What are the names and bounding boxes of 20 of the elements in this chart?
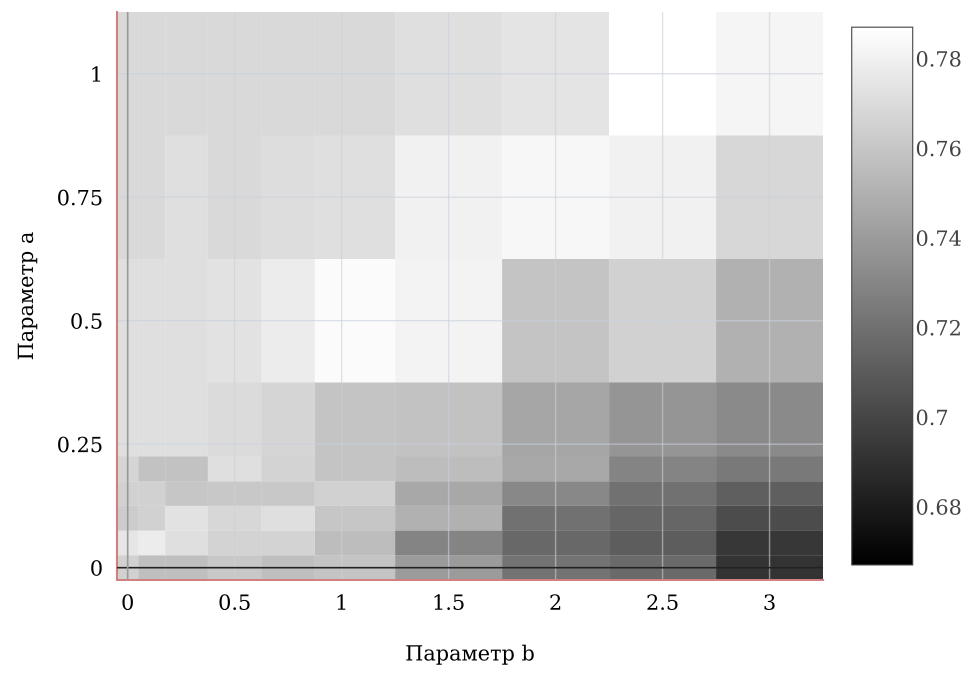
y-tick-label: 0 bbox=[91, 560, 102, 576]
color-bar-label: 0.7 bbox=[916, 409, 948, 426]
x-tick-label: 2 bbox=[550, 594, 560, 610]
y-tick-label: 0.5 bbox=[71, 313, 102, 329]
x-tick-label: 2.5 bbox=[647, 594, 678, 610]
x-tick-label: 1 bbox=[338, 594, 346, 610]
y-tick-label: 0.75 bbox=[58, 190, 102, 206]
y-axis-title: Параметр a bbox=[18, 232, 38, 360]
color-bar-label: 0.74 bbox=[916, 230, 961, 246]
x-tick-label: 3 bbox=[764, 594, 775, 610]
x-axis-title: Параметр b bbox=[406, 644, 534, 665]
x-tick-label: 0.5 bbox=[219, 594, 250, 610]
color-bar-label: 0.72 bbox=[916, 320, 960, 336]
color-bar-label: 0.68 bbox=[916, 499, 960, 515]
color-bar-label: 0.76 bbox=[916, 140, 961, 156]
color-bar-label: 0.78 bbox=[916, 50, 960, 67]
x-tick-label: 1.5 bbox=[434, 594, 464, 610]
x-tick-label: 0 bbox=[122, 594, 133, 610]
y-tick-label: 0.25 bbox=[58, 436, 102, 452]
y-tick-label: 1 bbox=[92, 66, 100, 82]
